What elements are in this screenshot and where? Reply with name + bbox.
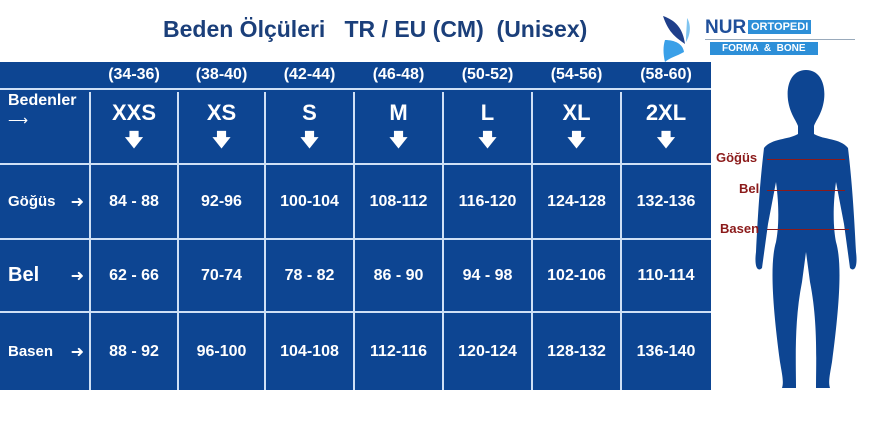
measurement-cell: 128-132	[547, 342, 606, 360]
divider	[620, 92, 622, 390]
measurement-cell: 116-120	[458, 192, 517, 210]
measure-line	[767, 229, 849, 230]
measurement-cell: 136-140	[636, 342, 696, 360]
measurement-cell: 110-114	[637, 266, 695, 284]
measurement-cell: 132-136	[636, 192, 696, 210]
measurement-cell: 62 - 66	[109, 266, 159, 284]
size-row-label-text: Bedenler	[8, 92, 77, 109]
arrow-right-icon: ➜	[70, 342, 84, 361]
size-range: (58-60)	[640, 66, 692, 83]
size-header: XS 🡇	[178, 92, 265, 165]
measurement-cell: 96-100	[196, 342, 247, 360]
measurement-cell: 104-108	[280, 342, 339, 360]
size-header: 2XL 🡇	[621, 92, 711, 165]
row-label: Bel ➜	[0, 240, 90, 311]
row-label-text: Basen	[8, 343, 54, 360]
measurement-cell: 120-124	[458, 342, 517, 360]
size-range: (46-48)	[372, 66, 425, 83]
divider	[0, 238, 711, 240]
size-label: 2XL	[645, 99, 687, 125]
size-range: (50-52)	[461, 66, 514, 83]
measurement-cell: 70-74	[201, 266, 242, 284]
brand-logo: NUR ORTOPEDI FORMA & BONE	[655, 14, 855, 64]
size-label: S	[302, 99, 317, 125]
divider	[0, 163, 711, 165]
size-label: XXS	[111, 99, 157, 125]
measurement-cell: 78 - 82	[284, 266, 335, 284]
page-title: Beden Ölçüleri TR / EU (CM) (Unisex)	[163, 16, 588, 42]
size-row-label: Bedenler ⟶	[0, 92, 90, 165]
size-range: (42-44)	[283, 66, 336, 83]
measurement-cell: 100-104	[280, 192, 339, 210]
measurement-cell: 84 - 88	[109, 192, 159, 210]
arrow-down-icon: 🡇	[124, 129, 144, 151]
measurement-cell: 108-112	[369, 192, 428, 210]
size-table: Bedenler ⟶ (34-36) XXS 🡇 84 - 88 62 - 66 88 -…	[0, 62, 711, 390]
figure-label-basen: Basen	[720, 221, 760, 236]
measurement-cell: 86 - 90	[373, 266, 424, 284]
arrow-down-icon: 🡇	[212, 129, 231, 151]
divider	[531, 92, 533, 390]
measure-line	[767, 159, 845, 160]
row-label-text: Bel	[8, 264, 40, 286]
arrow-down-icon: 🡇	[567, 129, 586, 151]
logo-sub: FORMA & BONE	[710, 42, 818, 55]
logo-tag: ORTOPEDI	[748, 20, 812, 34]
divider	[0, 311, 711, 313]
size-label: XL	[562, 99, 591, 125]
size-header: XXS 🡇	[90, 92, 178, 165]
measurement-cell: 124-128	[547, 192, 606, 210]
divider	[264, 92, 266, 390]
butterfly-icon	[663, 16, 690, 62]
divider	[442, 92, 444, 390]
size-range: (54-56)	[550, 66, 603, 83]
arrow-down-icon: 🡇	[656, 129, 676, 151]
logo-brand: NUR	[705, 17, 747, 38]
row-label: Göğüs ➜	[0, 165, 90, 238]
arrow-right-icon: ➜	[70, 192, 84, 211]
divider	[0, 88, 711, 90]
size-header: XL 🡇	[532, 92, 621, 165]
divider	[353, 92, 355, 390]
size-range: (34-36)	[108, 66, 160, 83]
arrow-right-icon: ⟶	[8, 112, 29, 128]
arrow-down-icon: 🡇	[389, 129, 408, 151]
row-label: Basen ➜	[0, 313, 90, 390]
size-label: XS	[206, 99, 237, 125]
divider	[177, 92, 179, 390]
measure-line	[767, 190, 845, 191]
measurement-cell: 112-116	[370, 342, 427, 360]
figure-label-gogus: Göğüs	[716, 150, 758, 165]
measurement-cell: 88 - 92	[109, 342, 159, 360]
measurement-cell: 94 - 98	[462, 266, 513, 284]
arrow-down-icon: 🡇	[300, 129, 319, 151]
size-header: L 🡇	[443, 92, 532, 165]
size-label: M	[389, 99, 408, 125]
row-label-text: Göğüs	[8, 193, 56, 210]
measurement-cell: 92-96	[201, 192, 242, 210]
logo-divider	[705, 39, 855, 40]
size-header: S 🡇	[265, 92, 354, 165]
size-header: M 🡇	[354, 92, 443, 165]
measurement-cell: 102-106	[547, 266, 606, 284]
arrow-down-icon: 🡇	[478, 129, 497, 151]
figure-label-bel: Bel	[739, 181, 760, 196]
size-range: (38-40)	[195, 66, 248, 83]
size-label: L	[480, 99, 495, 125]
divider	[89, 92, 91, 390]
arrow-right-icon: ➜	[70, 266, 84, 285]
